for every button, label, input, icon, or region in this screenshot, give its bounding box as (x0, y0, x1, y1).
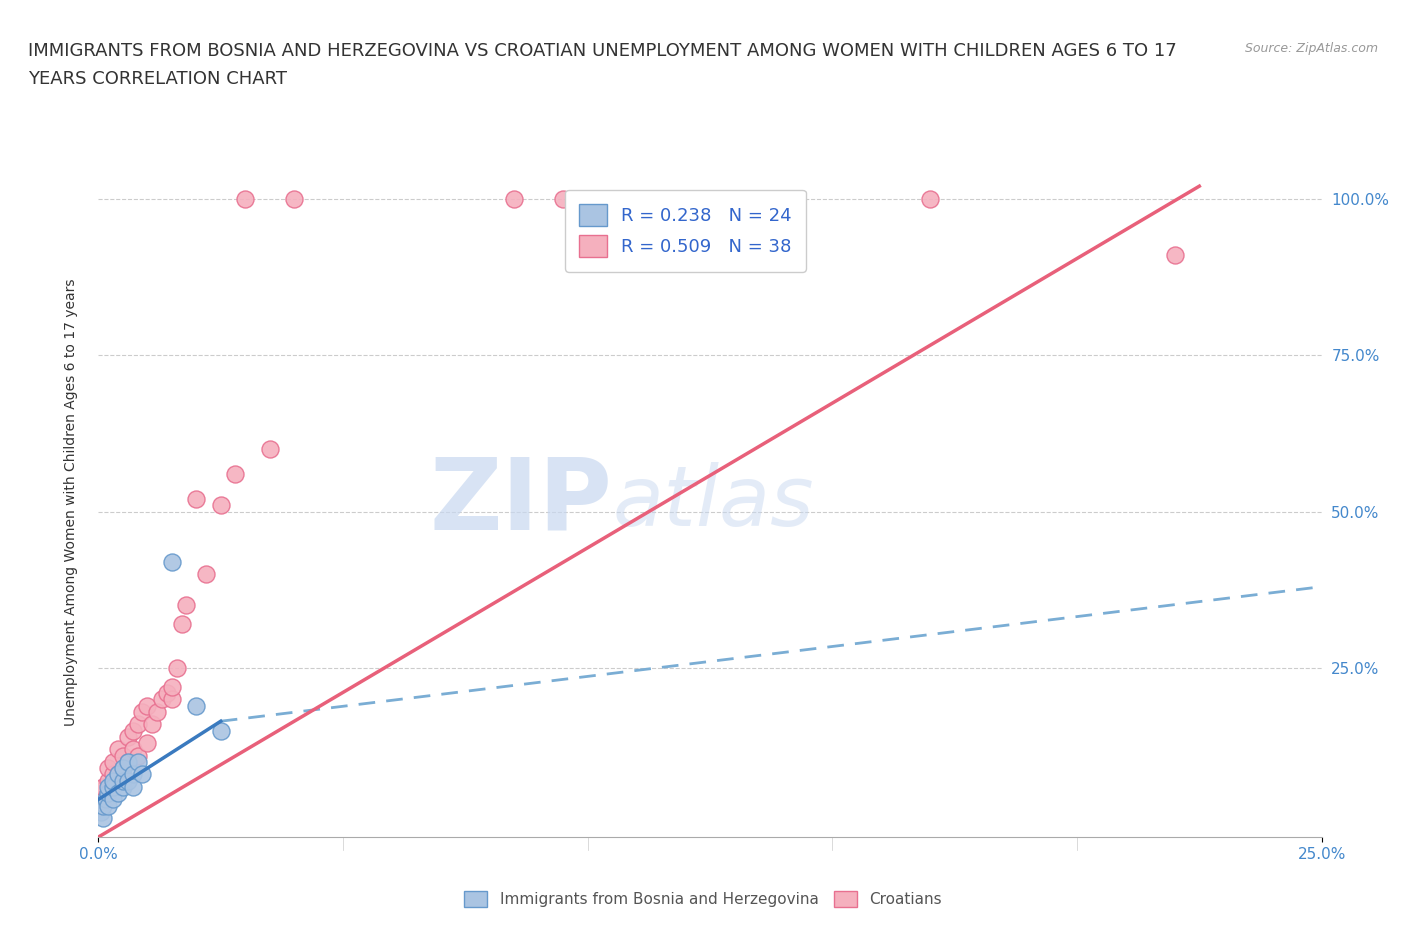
Point (195, 566, 218, 581)
Point (111, 773, 134, 788)
Legend: R = 0.238   N = 24, R = 0.509   N = 38: R = 0.238 N = 24, R = 0.509 N = 38 (565, 190, 806, 272)
Point (141, 717, 163, 732)
Point (94, 792, 117, 807)
Point (224, 467, 246, 482)
Point (503, 192, 526, 206)
Point (121, 767, 143, 782)
Point (101, 773, 124, 788)
Point (283, 192, 305, 206)
Point (97, 779, 120, 794)
Point (111, 779, 134, 794)
Point (117, 729, 139, 744)
Point (136, 698, 159, 713)
Point (91, 792, 114, 807)
Point (117, 754, 139, 769)
Point (920, 192, 942, 206)
Point (1164, 247, 1187, 262)
Point (111, 761, 134, 776)
Point (176, 598, 198, 613)
Y-axis label: Unemployment Among Women with Children Ages 6 to 17 years: Unemployment Among Women with Children A… (63, 278, 77, 726)
Point (111, 749, 134, 764)
Legend: Immigrants from Bosnia and Herzegovina, Croatians: Immigrants from Bosnia and Herzegovina, … (458, 884, 948, 913)
Point (209, 498, 232, 512)
Point (233, 192, 256, 206)
Point (107, 742, 129, 757)
Point (127, 754, 149, 769)
Point (97, 786, 120, 801)
Point (91, 798, 114, 813)
Point (101, 792, 124, 807)
Point (553, 192, 575, 206)
Point (97, 786, 120, 801)
Point (186, 698, 208, 713)
Point (107, 786, 129, 801)
Point (121, 779, 143, 794)
Point (156, 685, 179, 700)
Point (131, 704, 153, 719)
Point (97, 773, 120, 788)
Point (209, 724, 232, 738)
Point (107, 767, 129, 782)
Point (90, 804, 112, 819)
Text: YEARS CORRELATION CHART: YEARS CORRELATION CHART (28, 70, 287, 87)
Text: Source: ZipAtlas.com: Source: ZipAtlas.com (1244, 42, 1378, 55)
Point (101, 754, 124, 769)
Point (127, 749, 149, 764)
Point (259, 442, 281, 457)
Point (91, 779, 114, 794)
Text: ZIP: ZIP (429, 454, 612, 551)
Point (160, 692, 183, 707)
Point (160, 680, 183, 695)
Point (160, 554, 183, 569)
Point (131, 767, 153, 782)
Point (111, 761, 134, 776)
Text: IMMIGRANTS FROM BOSNIA AND HERZEGOVINA VS CROATIAN UNEMPLOYMENT AMONG WOMEN WITH: IMMIGRANTS FROM BOSNIA AND HERZEGOVINA V… (28, 42, 1177, 60)
Point (97, 798, 120, 813)
Point (121, 742, 143, 757)
Point (186, 492, 208, 507)
Point (121, 724, 143, 738)
Point (166, 660, 188, 675)
Point (117, 754, 139, 769)
Point (150, 692, 173, 707)
Point (97, 761, 120, 776)
Point (170, 617, 193, 631)
Point (117, 773, 139, 788)
Point (107, 767, 129, 782)
Point (90, 798, 112, 813)
Point (101, 779, 124, 794)
Text: atlas: atlas (612, 461, 814, 543)
Point (101, 779, 124, 794)
Point (101, 767, 124, 782)
Point (127, 717, 149, 732)
Point (136, 736, 159, 751)
Point (146, 704, 169, 719)
Point (91, 811, 114, 826)
